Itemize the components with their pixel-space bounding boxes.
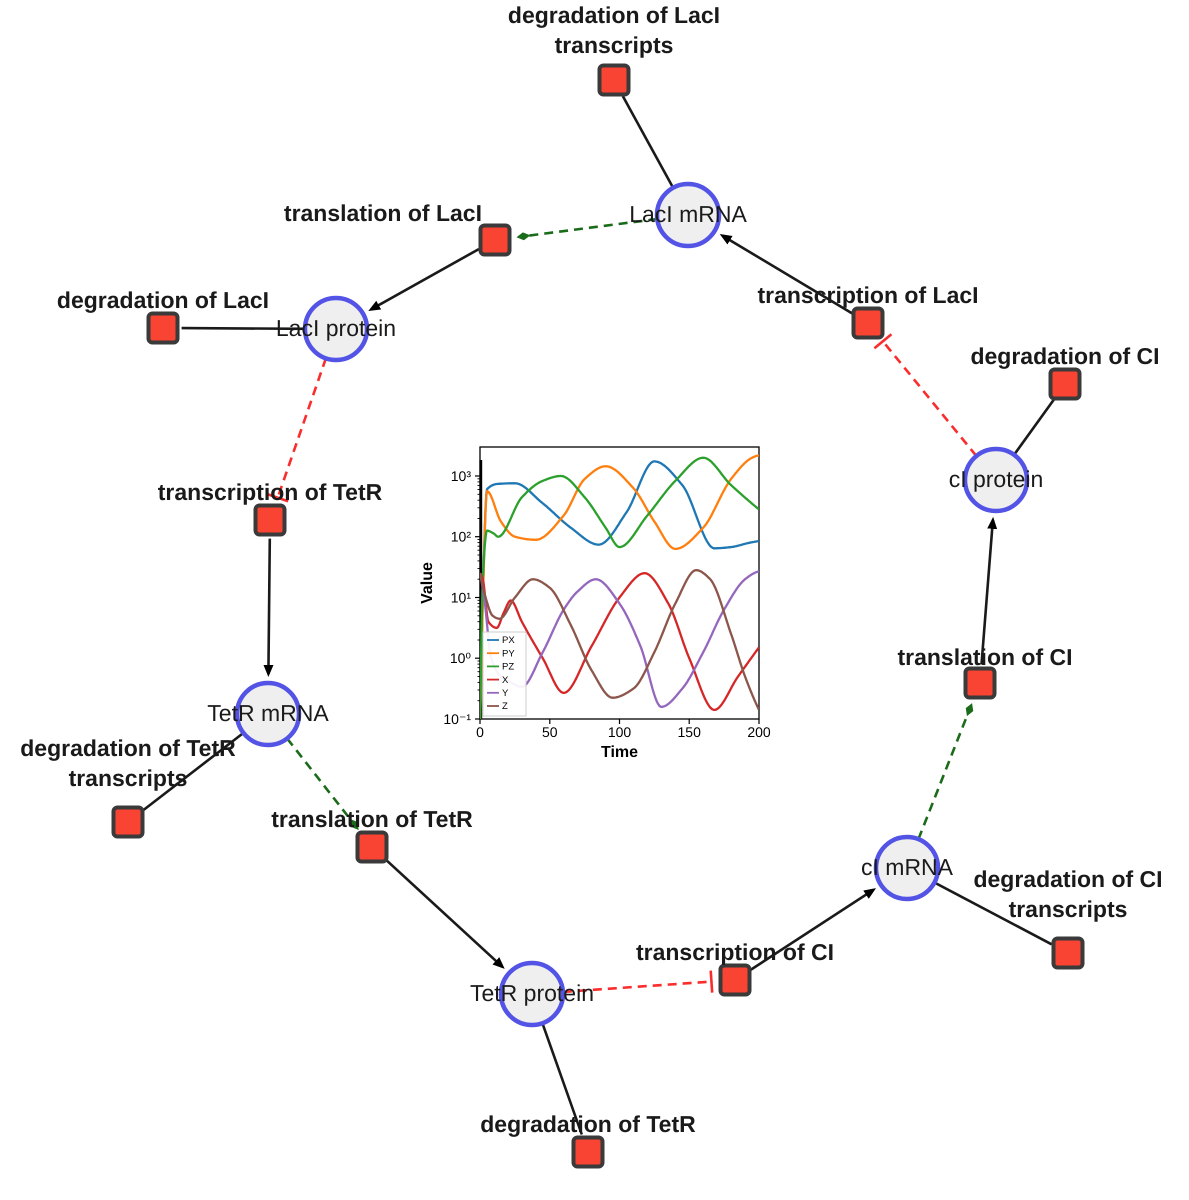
svg-text:150: 150 bbox=[678, 724, 702, 740]
svg-text:PY: PY bbox=[502, 648, 515, 659]
svg-text:PZ: PZ bbox=[502, 662, 514, 673]
svg-text:transcription of CI: transcription of CI bbox=[636, 939, 834, 965]
svg-text:translation of CI: translation of CI bbox=[897, 644, 1072, 670]
svg-text:LacI mRNA: LacI mRNA bbox=[629, 201, 747, 227]
svg-text:degradation of TetR: degradation of TetR bbox=[480, 1111, 696, 1137]
svg-text:transcription of LacI: transcription of LacI bbox=[757, 282, 978, 308]
svg-text:transcripts: transcripts bbox=[555, 32, 674, 58]
svg-text:10⁻¹: 10⁻¹ bbox=[443, 711, 471, 727]
svg-text:Value: Value bbox=[419, 562, 436, 604]
svg-text:200: 200 bbox=[747, 724, 771, 740]
svg-text:degradation of TetR: degradation of TetR bbox=[20, 735, 236, 761]
svg-text:TetR mRNA: TetR mRNA bbox=[207, 700, 329, 726]
svg-text:transcripts: transcripts bbox=[69, 765, 188, 791]
svg-text:Y: Y bbox=[502, 688, 509, 699]
svg-text:X: X bbox=[502, 675, 509, 686]
svg-text:50: 50 bbox=[542, 724, 558, 740]
svg-text:LacI protein: LacI protein bbox=[276, 315, 396, 341]
svg-text:Z: Z bbox=[502, 701, 508, 712]
svg-text:cI mRNA: cI mRNA bbox=[861, 854, 954, 880]
svg-text:transcripts: transcripts bbox=[1009, 896, 1128, 922]
svg-text:Time: Time bbox=[601, 744, 638, 761]
svg-text:translation of LacI: translation of LacI bbox=[284, 200, 482, 226]
svg-text:10³: 10³ bbox=[451, 468, 472, 484]
svg-text:10²: 10² bbox=[451, 529, 472, 545]
svg-text:translation of TetR: translation of TetR bbox=[271, 806, 473, 832]
svg-text:degradation of CI: degradation of CI bbox=[973, 866, 1162, 892]
svg-text:degradation of LacI: degradation of LacI bbox=[57, 287, 269, 313]
svg-text:transcription of TetR: transcription of TetR bbox=[158, 479, 383, 505]
svg-text:10⁰: 10⁰ bbox=[450, 650, 472, 666]
svg-text:10¹: 10¹ bbox=[451, 590, 472, 606]
svg-text:cI protein: cI protein bbox=[949, 466, 1044, 492]
svg-text:0: 0 bbox=[476, 724, 484, 740]
svg-text:degradation of CI: degradation of CI bbox=[970, 343, 1159, 369]
svg-text:TetR protein: TetR protein bbox=[470, 980, 594, 1006]
svg-text:100: 100 bbox=[608, 724, 632, 740]
svg-text:PX: PX bbox=[502, 635, 515, 646]
svg-text:degradation of LacI: degradation of LacI bbox=[508, 2, 720, 28]
